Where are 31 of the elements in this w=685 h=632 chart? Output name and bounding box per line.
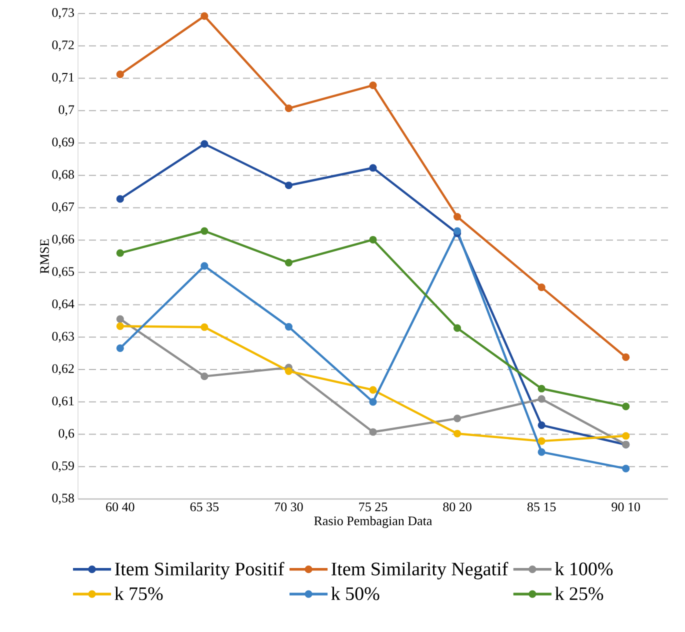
y-tick-label: 0,64 xyxy=(52,299,74,310)
legend-label: k 25% xyxy=(555,586,604,600)
y-tick-label: 0,61 xyxy=(52,396,74,408)
legend-label: k 75% xyxy=(114,586,163,600)
y-axis-title: RMSE xyxy=(40,239,49,274)
y-tick-label: 0,66 xyxy=(52,234,74,246)
y-tick-label: 0,7 xyxy=(58,105,74,116)
y-tick-label: 0,63 xyxy=(52,332,74,342)
y-tick-label: 0,68 xyxy=(52,170,74,181)
legend-label: Item Similarity Negatif xyxy=(332,562,508,580)
legend-label: Item Similarity Positif xyxy=(114,562,284,580)
x-tick-label: 60 40 xyxy=(106,502,134,512)
y-tick-label: 0,58 xyxy=(52,494,74,504)
y-tick-label: 0,67 xyxy=(52,202,74,214)
x-tick-label: 70 30 xyxy=(274,502,303,512)
y-tick-label: 0,71 xyxy=(52,72,74,84)
y-tick-label: 0,62 xyxy=(52,364,74,375)
x-tick-label: 65 35 xyxy=(190,502,219,512)
y-tick-label: 0,59 xyxy=(52,461,74,472)
x-tick-label: 80 20 xyxy=(443,502,472,512)
legend-label: k 100% xyxy=(555,562,613,576)
y-tick-label: 0,69 xyxy=(52,138,74,148)
y-tick-label: 0,65 xyxy=(52,267,74,278)
x-tick-label: 90 10 xyxy=(612,502,640,512)
x-axis-title: Rasio Pembagian Data xyxy=(314,516,432,528)
y-tick-label: 0,6 xyxy=(58,428,74,440)
y-tick-label: 0,72 xyxy=(52,40,74,52)
x-tick-label: 75 25 xyxy=(359,502,388,512)
y-tick-label: 0,73 xyxy=(52,8,74,19)
legend-label: k 50% xyxy=(331,586,380,600)
x-tick-label: 85 15 xyxy=(527,502,556,512)
